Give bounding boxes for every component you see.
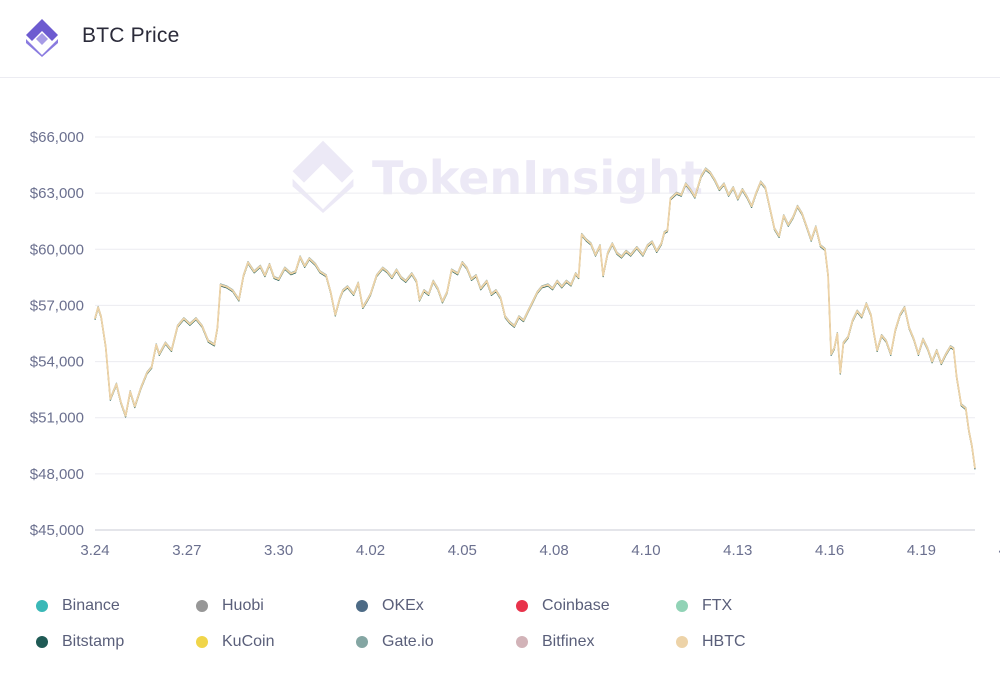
series-line-coinbase — [94, 168, 976, 469]
legend-item[interactable]: FTX — [676, 596, 836, 616]
legend-item[interactable]: Gate.io — [356, 632, 516, 652]
y-tick-label: $63,000 — [30, 185, 84, 202]
legend-item[interactable]: Binance — [36, 596, 196, 616]
series-line-bitfinex — [94, 168, 976, 469]
x-tick-label: 4.08 — [540, 542, 569, 559]
x-tick-label: 3.27 — [172, 542, 201, 559]
header: BTC Price — [0, 0, 1000, 78]
x-tick-label: 4.16 — [815, 542, 844, 559]
legend-dot-icon — [676, 600, 688, 612]
series-line-hbtc — [94, 167, 976, 469]
series-line-bitstamp — [94, 169, 976, 470]
x-axis: 3.24 3.27 3.30 4.02 4.05 4.08 4.10 4.13 4.16 4.19… — [80, 542, 1000, 559]
legend-label: Gate.io — [382, 633, 434, 650]
series-line-huobi — [94, 167, 976, 468]
legend-label: FTX — [702, 597, 733, 614]
legend-item[interactable]: OKEx — [356, 596, 516, 616]
legend-label: Binance — [62, 597, 120, 614]
watermark: TokenInsight — [292, 140, 703, 213]
legend-item[interactable]: Coinbase — [516, 596, 676, 616]
legend-label: OKEx — [382, 597, 424, 614]
y-tick-label: $57,000 — [30, 297, 84, 314]
y-tick-label: $45,000 — [30, 522, 84, 539]
legend-dot-icon — [196, 600, 208, 612]
legend-dot-icon — [676, 636, 688, 648]
grid-lines — [95, 136, 975, 531]
x-tick-label: 4.19 — [907, 542, 936, 559]
legend: Binance Huobi OKEx Coinbase FTX Bitstamp KuCoi… — [36, 596, 836, 652]
series-line-gateio — [94, 167, 976, 468]
x-tick-label: 4.02 — [356, 542, 385, 559]
legend-dot-icon — [516, 600, 528, 612]
series-line-binance — [94, 169, 976, 470]
legend-label: Coinbase — [542, 597, 610, 614]
legend-label: Bitfinex — [542, 633, 595, 650]
y-axis: $45,000 $48,000 $51,000 $54,000 $57,000 $60,0… — [30, 129, 84, 539]
x-tick-label: 3.30 — [264, 542, 293, 559]
legend-label: HBTC — [702, 633, 746, 650]
x-tick-label: 4.05 — [448, 542, 477, 559]
legend-item[interactable]: Bitstamp — [36, 632, 196, 652]
x-tick-label: 4.10 — [631, 542, 660, 559]
y-tick-label: $48,000 — [30, 466, 84, 483]
legend-dot-icon — [36, 636, 48, 648]
legend-label: Huobi — [222, 597, 264, 614]
legend-item[interactable]: KuCoin — [196, 632, 356, 652]
legend-label: KuCoin — [222, 633, 275, 650]
series-line-kucoin — [94, 168, 976, 469]
legend-dot-icon — [516, 636, 528, 648]
x-tick-label: 4.22 — [999, 542, 1000, 559]
legend-item[interactable]: HBTC — [676, 632, 836, 652]
watermark-logo-icon — [292, 140, 354, 213]
y-tick-label: $54,000 — [30, 354, 84, 371]
tokeninsight-logo-icon[interactable] — [22, 17, 62, 57]
y-tick-label: $60,000 — [30, 241, 84, 258]
legend-item[interactable]: Huobi — [196, 596, 356, 616]
legend-dot-icon — [356, 636, 368, 648]
series-line-ftx — [94, 167, 976, 468]
legend-label: Bitstamp — [62, 633, 125, 650]
legend-dot-icon — [36, 600, 48, 612]
watermark-text: TokenInsight — [372, 151, 703, 205]
page-title: BTC Price — [82, 24, 180, 47]
x-tick-label: 4.13 — [723, 542, 752, 559]
price-lines — [94, 167, 976, 470]
legend-item[interactable]: Bitfinex — [516, 632, 676, 652]
y-tick-label: $51,000 — [30, 410, 84, 427]
y-tick-label: $66,000 — [30, 129, 84, 146]
x-tick-label: 3.24 — [80, 542, 109, 559]
btc-price-chart: TokenInsight $45,000 $48,000 $51,000 $54,00… — [30, 129, 1000, 559]
legend-dot-icon — [356, 600, 368, 612]
series-line-okex — [94, 168, 976, 469]
legend-dot-icon — [196, 636, 208, 648]
